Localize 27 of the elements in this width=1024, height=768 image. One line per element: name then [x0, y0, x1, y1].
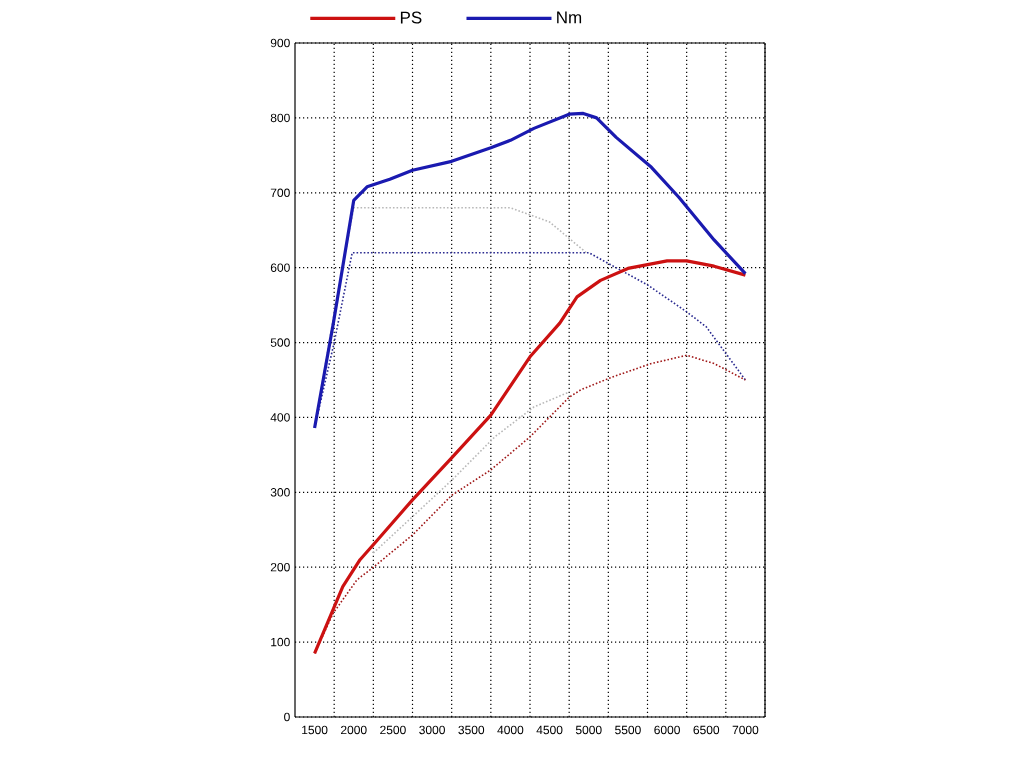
y-tick-label: 300 [270, 488, 290, 497]
y-tick-label: 700 [270, 188, 290, 198]
y-tick-label: 800 [270, 113, 290, 123]
line-series [372, 391, 570, 554]
y-tick-label: 400 [270, 413, 290, 422]
legend-label: PS [400, 11, 422, 24]
y-tick-label: 900 [270, 38, 290, 48]
x-tick-label: 7000 [732, 725, 759, 735]
y-tick-label: 500 [270, 338, 290, 347]
line-series [312, 111, 748, 430]
y-tick-label: 0 [284, 712, 290, 722]
x-tick-label: 6500 [693, 725, 720, 735]
x-tick-label: 3000 [419, 725, 445, 735]
x-tick-label: 2500 [380, 725, 406, 735]
y-tick-label: 600 [270, 263, 290, 272]
y-tick-label: 100 [271, 637, 290, 647]
x-tick-label: 4500 [536, 725, 563, 735]
x-tick-label: 1500 [302, 725, 328, 735]
x-tick-label: 5000 [575, 725, 602, 735]
line-series [312, 259, 748, 655]
x-tick-label: 3500 [458, 725, 485, 735]
x-tick-label: 2000 [341, 725, 367, 735]
legend-label: Nm [557, 11, 582, 24]
x-tick-label: 6000 [654, 725, 680, 735]
y-tick-label: 200 [270, 562, 290, 572]
x-tick-label: 5500 [615, 725, 641, 735]
x-tick-label: 4000 [497, 725, 524, 735]
